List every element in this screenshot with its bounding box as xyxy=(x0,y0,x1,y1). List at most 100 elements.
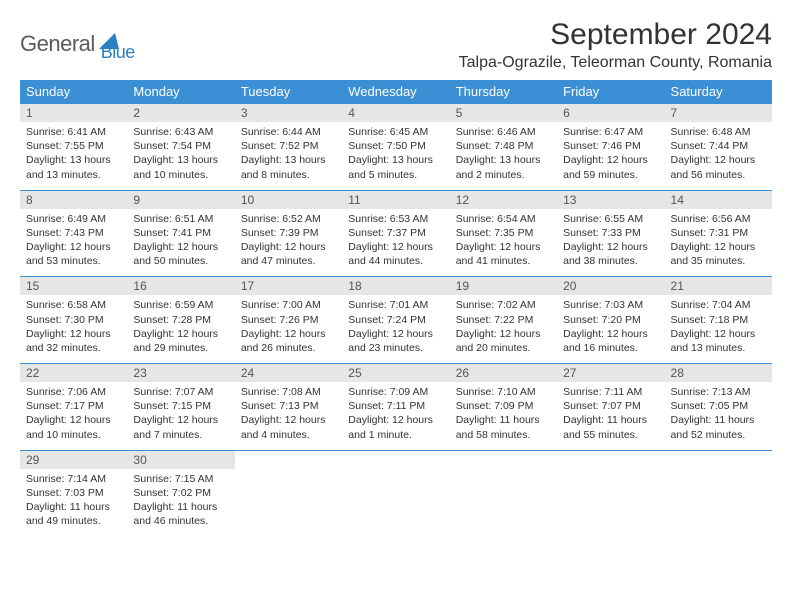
calendar-cell: 14Sunrise: 6:56 AMSunset: 7:31 PMDayligh… xyxy=(665,190,772,277)
day-number: 15 xyxy=(20,277,127,295)
day-number: 20 xyxy=(557,277,664,295)
page-title: September 2024 xyxy=(459,18,772,52)
calendar-cell-empty xyxy=(235,450,342,536)
calendar-cell: 26Sunrise: 7:10 AMSunset: 7:09 PMDayligh… xyxy=(450,364,557,451)
day-number: 9 xyxy=(127,191,234,209)
calendar-cell: 23Sunrise: 7:07 AMSunset: 7:15 PMDayligh… xyxy=(127,364,234,451)
day-details: Sunrise: 6:51 AMSunset: 7:41 PMDaylight:… xyxy=(127,209,234,277)
calendar-cell: 27Sunrise: 7:11 AMSunset: 7:07 PMDayligh… xyxy=(557,364,664,451)
day-number: 1 xyxy=(20,104,127,122)
location-text: Talpa-Ograzile, Teleorman County, Romani… xyxy=(459,54,772,72)
day-number: 8 xyxy=(20,191,127,209)
day-details: Sunrise: 7:13 AMSunset: 7:05 PMDaylight:… xyxy=(665,382,772,450)
day-details: Sunrise: 7:10 AMSunset: 7:09 PMDaylight:… xyxy=(450,382,557,450)
calendar-cell: 20Sunrise: 7:03 AMSunset: 7:20 PMDayligh… xyxy=(557,277,664,364)
day-number: 17 xyxy=(235,277,342,295)
day-number: 25 xyxy=(342,364,449,382)
day-number: 29 xyxy=(20,451,127,469)
day-details: Sunrise: 7:01 AMSunset: 7:24 PMDaylight:… xyxy=(342,295,449,363)
day-number: 10 xyxy=(235,191,342,209)
calendar-cell: 24Sunrise: 7:08 AMSunset: 7:13 PMDayligh… xyxy=(235,364,342,451)
day-number: 27 xyxy=(557,364,664,382)
day-number: 2 xyxy=(127,104,234,122)
calendar-cell: 13Sunrise: 6:55 AMSunset: 7:33 PMDayligh… xyxy=(557,190,664,277)
day-details: Sunrise: 7:14 AMSunset: 7:03 PMDaylight:… xyxy=(20,469,127,537)
day-details: Sunrise: 6:41 AMSunset: 7:55 PMDaylight:… xyxy=(20,122,127,190)
calendar-cell: 8Sunrise: 6:49 AMSunset: 7:43 PMDaylight… xyxy=(20,190,127,277)
day-details: Sunrise: 7:00 AMSunset: 7:26 PMDaylight:… xyxy=(235,295,342,363)
weekday-header: Tuesday xyxy=(235,80,342,104)
day-details: Sunrise: 7:03 AMSunset: 7:20 PMDaylight:… xyxy=(557,295,664,363)
day-details: Sunrise: 6:46 AMSunset: 7:48 PMDaylight:… xyxy=(450,122,557,190)
day-number: 30 xyxy=(127,451,234,469)
calendar-cell: 29Sunrise: 7:14 AMSunset: 7:03 PMDayligh… xyxy=(20,450,127,536)
day-number: 21 xyxy=(665,277,772,295)
day-number: 11 xyxy=(342,191,449,209)
calendar-cell: 17Sunrise: 7:00 AMSunset: 7:26 PMDayligh… xyxy=(235,277,342,364)
day-details: Sunrise: 6:48 AMSunset: 7:44 PMDaylight:… xyxy=(665,122,772,190)
day-details: Sunrise: 7:08 AMSunset: 7:13 PMDaylight:… xyxy=(235,382,342,450)
calendar-cell-empty xyxy=(665,450,772,536)
day-details: Sunrise: 6:49 AMSunset: 7:43 PMDaylight:… xyxy=(20,209,127,277)
day-details: Sunrise: 6:47 AMSunset: 7:46 PMDaylight:… xyxy=(557,122,664,190)
calendar-cell: 2Sunrise: 6:43 AMSunset: 7:54 PMDaylight… xyxy=(127,104,234,191)
calendar-cell: 16Sunrise: 6:59 AMSunset: 7:28 PMDayligh… xyxy=(127,277,234,364)
day-details: Sunrise: 7:07 AMSunset: 7:15 PMDaylight:… xyxy=(127,382,234,450)
calendar-cell: 10Sunrise: 6:52 AMSunset: 7:39 PMDayligh… xyxy=(235,190,342,277)
calendar-cell: 9Sunrise: 6:51 AMSunset: 7:41 PMDaylight… xyxy=(127,190,234,277)
calendar-cell: 1Sunrise: 6:41 AMSunset: 7:55 PMDaylight… xyxy=(20,104,127,191)
day-number: 3 xyxy=(235,104,342,122)
weekday-header: Wednesday xyxy=(342,80,449,104)
calendar-cell: 12Sunrise: 6:54 AMSunset: 7:35 PMDayligh… xyxy=(450,190,557,277)
calendar-cell: 7Sunrise: 6:48 AMSunset: 7:44 PMDaylight… xyxy=(665,104,772,191)
logo: General Blue xyxy=(20,18,135,63)
calendar-cell-empty xyxy=(557,450,664,536)
calendar-table: SundayMondayTuesdayWednesdayThursdayFrid… xyxy=(20,80,772,536)
calendar-cell: 30Sunrise: 7:15 AMSunset: 7:02 PMDayligh… xyxy=(127,450,234,536)
day-number: 12 xyxy=(450,191,557,209)
day-number: 22 xyxy=(20,364,127,382)
day-number: 5 xyxy=(450,104,557,122)
weekday-header: Sunday xyxy=(20,80,127,104)
calendar-cell: 21Sunrise: 7:04 AMSunset: 7:18 PMDayligh… xyxy=(665,277,772,364)
day-details: Sunrise: 7:09 AMSunset: 7:11 PMDaylight:… xyxy=(342,382,449,450)
calendar-cell: 25Sunrise: 7:09 AMSunset: 7:11 PMDayligh… xyxy=(342,364,449,451)
calendar-cell: 18Sunrise: 7:01 AMSunset: 7:24 PMDayligh… xyxy=(342,277,449,364)
day-details: Sunrise: 7:15 AMSunset: 7:02 PMDaylight:… xyxy=(127,469,234,537)
day-number: 28 xyxy=(665,364,772,382)
day-number: 13 xyxy=(557,191,664,209)
day-number: 6 xyxy=(557,104,664,122)
calendar-cell: 11Sunrise: 6:53 AMSunset: 7:37 PMDayligh… xyxy=(342,190,449,277)
calendar-cell: 6Sunrise: 6:47 AMSunset: 7:46 PMDaylight… xyxy=(557,104,664,191)
day-details: Sunrise: 6:56 AMSunset: 7:31 PMDaylight:… xyxy=(665,209,772,277)
day-details: Sunrise: 6:54 AMSunset: 7:35 PMDaylight:… xyxy=(450,209,557,277)
day-details: Sunrise: 6:59 AMSunset: 7:28 PMDaylight:… xyxy=(127,295,234,363)
calendar-cell: 28Sunrise: 7:13 AMSunset: 7:05 PMDayligh… xyxy=(665,364,772,451)
day-number: 26 xyxy=(450,364,557,382)
day-number: 24 xyxy=(235,364,342,382)
day-number: 16 xyxy=(127,277,234,295)
day-details: Sunrise: 6:58 AMSunset: 7:30 PMDaylight:… xyxy=(20,295,127,363)
calendar-cell-empty xyxy=(450,450,557,536)
logo-text-general: General xyxy=(20,31,95,57)
day-details: Sunrise: 6:55 AMSunset: 7:33 PMDaylight:… xyxy=(557,209,664,277)
calendar-cell: 19Sunrise: 7:02 AMSunset: 7:22 PMDayligh… xyxy=(450,277,557,364)
logo-text-blue: Blue xyxy=(101,24,135,63)
day-number: 7 xyxy=(665,104,772,122)
calendar-cell: 5Sunrise: 6:46 AMSunset: 7:48 PMDaylight… xyxy=(450,104,557,191)
day-number: 18 xyxy=(342,277,449,295)
calendar-cell: 15Sunrise: 6:58 AMSunset: 7:30 PMDayligh… xyxy=(20,277,127,364)
day-number: 19 xyxy=(450,277,557,295)
weekday-header: Saturday xyxy=(665,80,772,104)
calendar-cell: 22Sunrise: 7:06 AMSunset: 7:17 PMDayligh… xyxy=(20,364,127,451)
day-details: Sunrise: 6:53 AMSunset: 7:37 PMDaylight:… xyxy=(342,209,449,277)
calendar-cell-empty xyxy=(342,450,449,536)
day-details: Sunrise: 6:52 AMSunset: 7:39 PMDaylight:… xyxy=(235,209,342,277)
calendar-cell: 4Sunrise: 6:45 AMSunset: 7:50 PMDaylight… xyxy=(342,104,449,191)
day-number: 14 xyxy=(665,191,772,209)
day-number: 4 xyxy=(342,104,449,122)
weekday-header: Monday xyxy=(127,80,234,104)
day-details: Sunrise: 7:11 AMSunset: 7:07 PMDaylight:… xyxy=(557,382,664,450)
calendar-cell: 3Sunrise: 6:44 AMSunset: 7:52 PMDaylight… xyxy=(235,104,342,191)
weekday-header: Thursday xyxy=(450,80,557,104)
